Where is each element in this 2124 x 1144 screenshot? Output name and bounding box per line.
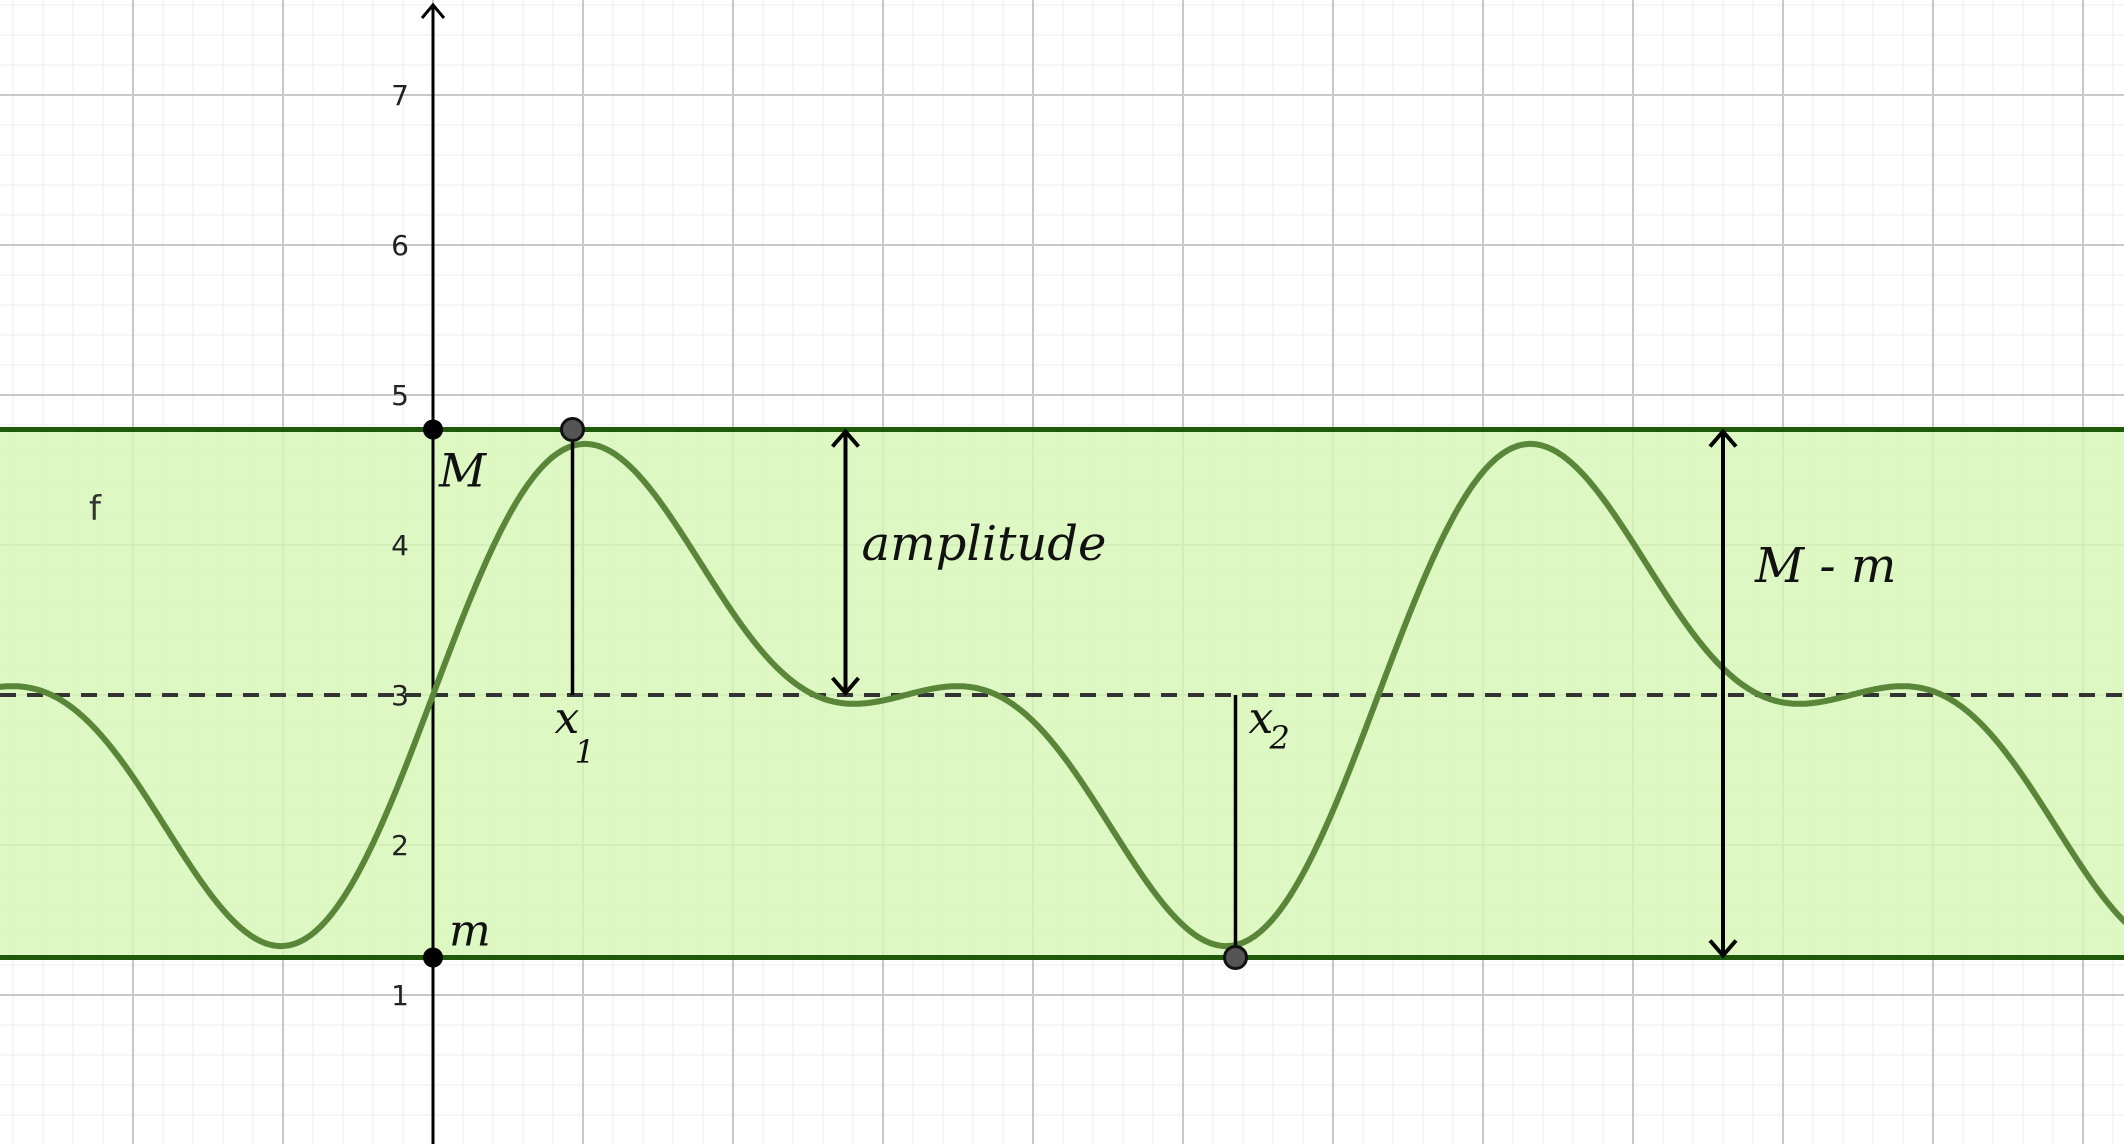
y-tick-label: 4	[391, 529, 409, 562]
amplitude-arrow-head-bottom	[830, 676, 861, 697]
amplitude-label: amplitude	[862, 516, 1107, 572]
amplitude-arrow-head-top	[830, 428, 861, 448]
range-arrow-head-bottom	[1708, 939, 1738, 959]
min-point	[423, 947, 443, 968]
x2-label: x	[1249, 693, 1274, 744]
y-tick-label: 3	[391, 679, 409, 712]
y-tick-label: 2	[391, 829, 409, 862]
range-arrow-head-top	[1708, 428, 1738, 448]
y-tick-label: 5	[391, 379, 409, 412]
x1-label: x	[555, 693, 580, 744]
max-point-label: M	[438, 444, 488, 498]
y-tick-label: 6	[391, 229, 409, 262]
max-point	[423, 419, 443, 440]
min-point-label: m	[449, 906, 491, 957]
x2-subscript: 2	[1269, 719, 1290, 757]
function-curve	[0, 440, 2124, 950]
y-tick-labels: 1 2 3 4 5 6 7	[391, 79, 409, 1012]
x1-point	[560, 417, 585, 442]
y-axis-arrow	[420, 2, 446, 19]
x2-point	[1223, 945, 1248, 970]
y-tick-label: 7	[391, 79, 409, 112]
range-label: M - m	[1754, 538, 1896, 594]
function-label: f	[89, 489, 102, 529]
annotations	[423, 417, 1738, 970]
x1-subscript: 1	[575, 733, 595, 771]
y-tick-label: 1	[391, 979, 409, 1012]
